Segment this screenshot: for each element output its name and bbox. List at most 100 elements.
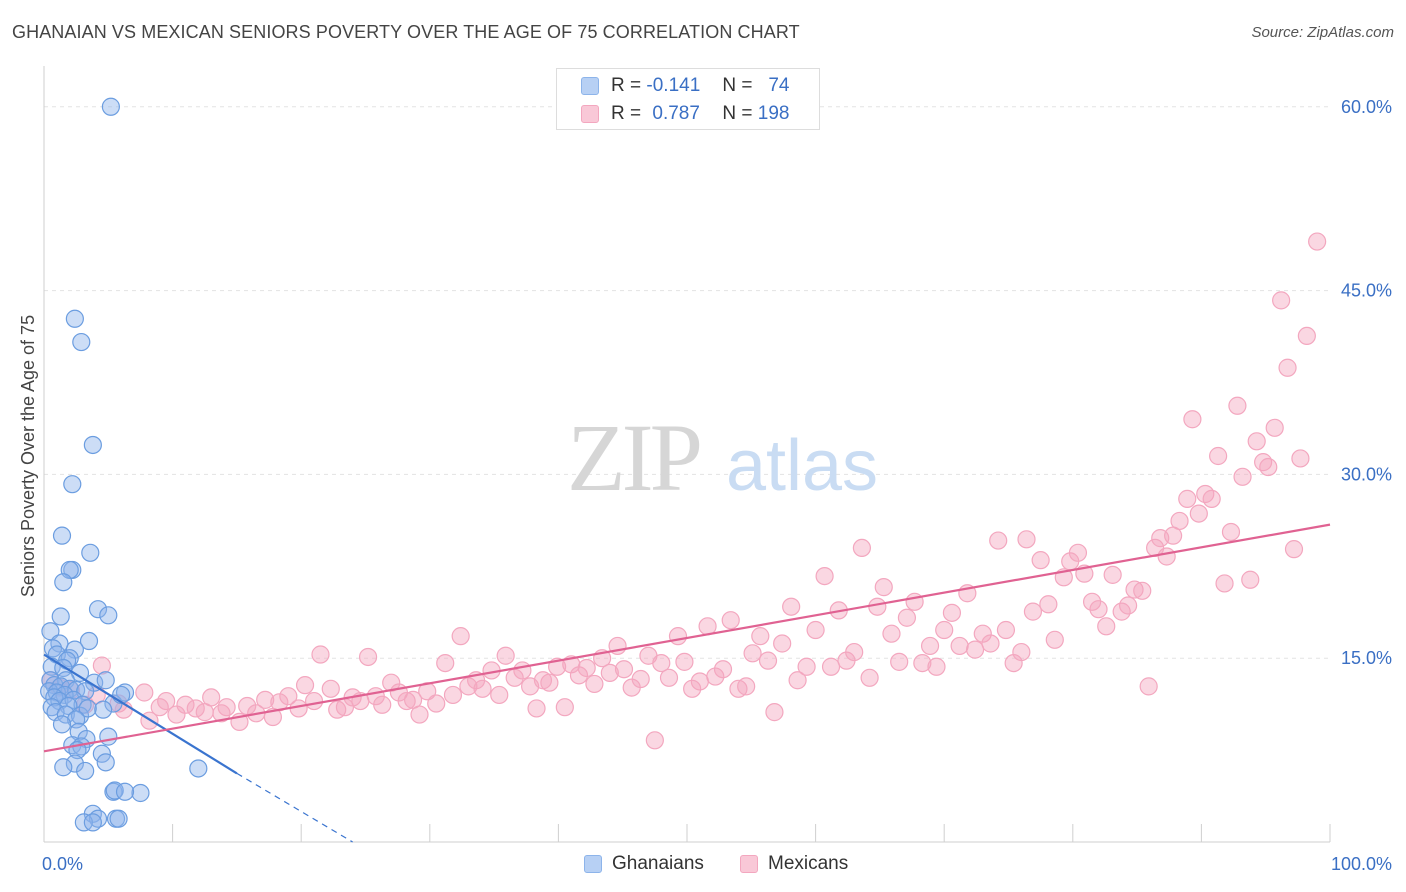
data-point <box>821 657 841 676</box>
data-point <box>443 685 463 705</box>
data-point <box>950 636 969 656</box>
data-point <box>1082 592 1102 611</box>
data-point <box>706 667 725 686</box>
watermark-zip: ZIP <box>567 404 700 511</box>
data-point <box>737 677 756 696</box>
data-point <box>577 658 596 678</box>
data-point <box>1272 291 1291 310</box>
data-point <box>65 754 84 773</box>
y-axis-title: Seniors Poverty Over the Age of 75 <box>18 315 38 597</box>
stats-legend: R = -0.141 N = 74 R = 0.787 N = 198 <box>556 68 820 130</box>
data-point <box>1023 602 1043 621</box>
data-point <box>397 691 416 711</box>
data-point <box>217 698 236 717</box>
data-point <box>996 620 1016 640</box>
data-point <box>1178 489 1197 508</box>
data-point <box>1133 581 1152 600</box>
legend-r-label: R = <box>611 75 642 96</box>
data-point <box>631 669 650 689</box>
data-point <box>63 475 82 494</box>
data-point <box>897 608 917 627</box>
watermark-atlas: atlas <box>726 426 878 506</box>
x-tick-labels: 0.0% 100.0% <box>42 854 1392 874</box>
data-point <box>70 663 90 682</box>
mexicans-points <box>41 232 1327 750</box>
data-point <box>527 699 546 718</box>
x-tick-label: 0.0% <box>42 854 83 874</box>
data-point <box>186 699 205 718</box>
data-point <box>1183 410 1202 429</box>
data-point <box>1265 418 1284 437</box>
data-point <box>585 674 604 694</box>
data-point <box>882 624 901 643</box>
data-point <box>115 782 135 801</box>
data-point <box>99 727 118 746</box>
legend-swatch-blue <box>581 77 599 95</box>
data-point <box>92 656 111 675</box>
data-point <box>600 663 619 682</box>
data-point <box>1139 677 1158 696</box>
data-point <box>101 97 120 116</box>
data-point <box>88 600 108 619</box>
legend-n-value: 198 <box>757 103 790 124</box>
data-point <box>78 699 97 718</box>
data-point <box>1157 547 1176 566</box>
data-point <box>1284 540 1304 559</box>
source-label: Source: ZipAtlas.com <box>1251 24 1394 41</box>
legend-r-value: 0.787 <box>652 103 700 124</box>
legend-n-label: N = <box>722 75 753 96</box>
data-point <box>490 685 509 705</box>
bottom-swatch-pink <box>740 855 758 873</box>
data-point <box>92 744 111 763</box>
ghanaians-trend-line <box>43 653 238 775</box>
legend-row-mexicans: R = 0.787 N = 198 <box>581 101 789 127</box>
data-point <box>72 332 91 352</box>
data-point <box>989 531 1008 550</box>
data-point <box>1068 543 1088 562</box>
data-point <box>614 660 634 679</box>
data-point <box>1031 551 1050 570</box>
data-point <box>713 660 733 679</box>
data-point <box>927 657 946 676</box>
data-point <box>358 647 378 667</box>
data-point <box>675 652 694 671</box>
data-point <box>555 698 574 717</box>
data-point <box>1045 630 1064 649</box>
data-point <box>279 687 298 706</box>
data-point <box>797 657 816 676</box>
data-point <box>981 634 1000 653</box>
data-point <box>1209 446 1228 466</box>
bottom-legend-mexicans: Mexicans <box>740 851 848 877</box>
data-point <box>304 691 324 711</box>
data-point <box>321 679 340 698</box>
data-point <box>973 624 992 643</box>
mexicans-trend-line <box>43 523 1331 753</box>
data-point <box>806 620 825 640</box>
data-point <box>913 653 932 673</box>
data-point <box>1039 595 1058 614</box>
ghanaians-trend-extension <box>236 772 353 843</box>
data-point <box>1241 570 1260 589</box>
y-tick-labels: 15.0% 30.0% 45.0% 60.0% <box>1341 97 1392 668</box>
data-point <box>668 627 688 646</box>
data-point <box>427 694 446 713</box>
data-point <box>874 578 893 597</box>
bottom-legend-mexicans-label: Mexicans <box>768 853 849 874</box>
data-point <box>496 646 515 665</box>
chart-title: GHANAIAN VS MEXICAN SENIORS POVERTY OVER… <box>12 22 800 42</box>
data-point <box>109 809 128 828</box>
data-point <box>311 645 330 664</box>
legend-r-label: R = <box>611 103 642 124</box>
data-point <box>256 690 275 709</box>
bottom-legend-ghanaians-label: Ghanaians <box>612 853 704 874</box>
data-point <box>1125 580 1144 599</box>
data-point <box>683 679 702 698</box>
watermark: ZIP atlas <box>567 404 878 511</box>
data-point <box>659 668 679 687</box>
legend-row-ghanaians: R = -0.141 N = 74 <box>581 73 789 99</box>
data-point <box>845 642 864 662</box>
data-point <box>52 715 72 734</box>
data-point <box>765 703 784 722</box>
data-point <box>1221 522 1241 542</box>
data-point <box>410 705 429 724</box>
